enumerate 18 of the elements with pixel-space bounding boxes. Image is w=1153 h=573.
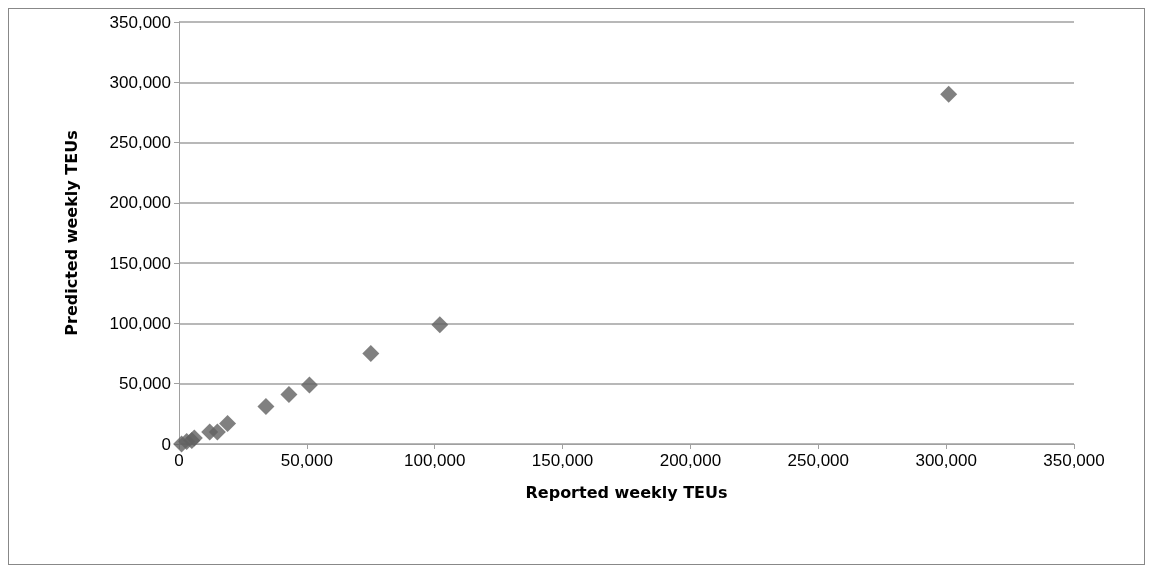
y-axis-title: Predicted weekly TEUs [61, 130, 81, 336]
x-tick-label: 0 [174, 451, 184, 470]
y-tick-label: 150,000 [109, 253, 171, 273]
x-tick-label: 50,000 [280, 451, 333, 470]
y-tick-label: 50,000 [119, 374, 171, 394]
y-tick-label: 350,000 [109, 12, 171, 32]
x-tick-label: 200,000 [659, 451, 722, 470]
y-tick-label: 300,000 [109, 72, 171, 92]
x-tick-label: 250,000 [787, 451, 850, 470]
x-tick-label: 150,000 [531, 451, 594, 470]
y-tick-label: 100,000 [109, 313, 171, 333]
x-tick-label: 350,000 [1043, 451, 1105, 470]
x-tick-label: 300,000 [915, 451, 977, 470]
y-tick-label: 0 [161, 434, 171, 454]
x-axis-title: Reported weekly TEUs [525, 482, 728, 502]
x-tick-label: 100,000 [403, 451, 466, 470]
y-tick-label: 250,000 [109, 133, 171, 153]
y-tick-label: 200,000 [109, 193, 171, 213]
